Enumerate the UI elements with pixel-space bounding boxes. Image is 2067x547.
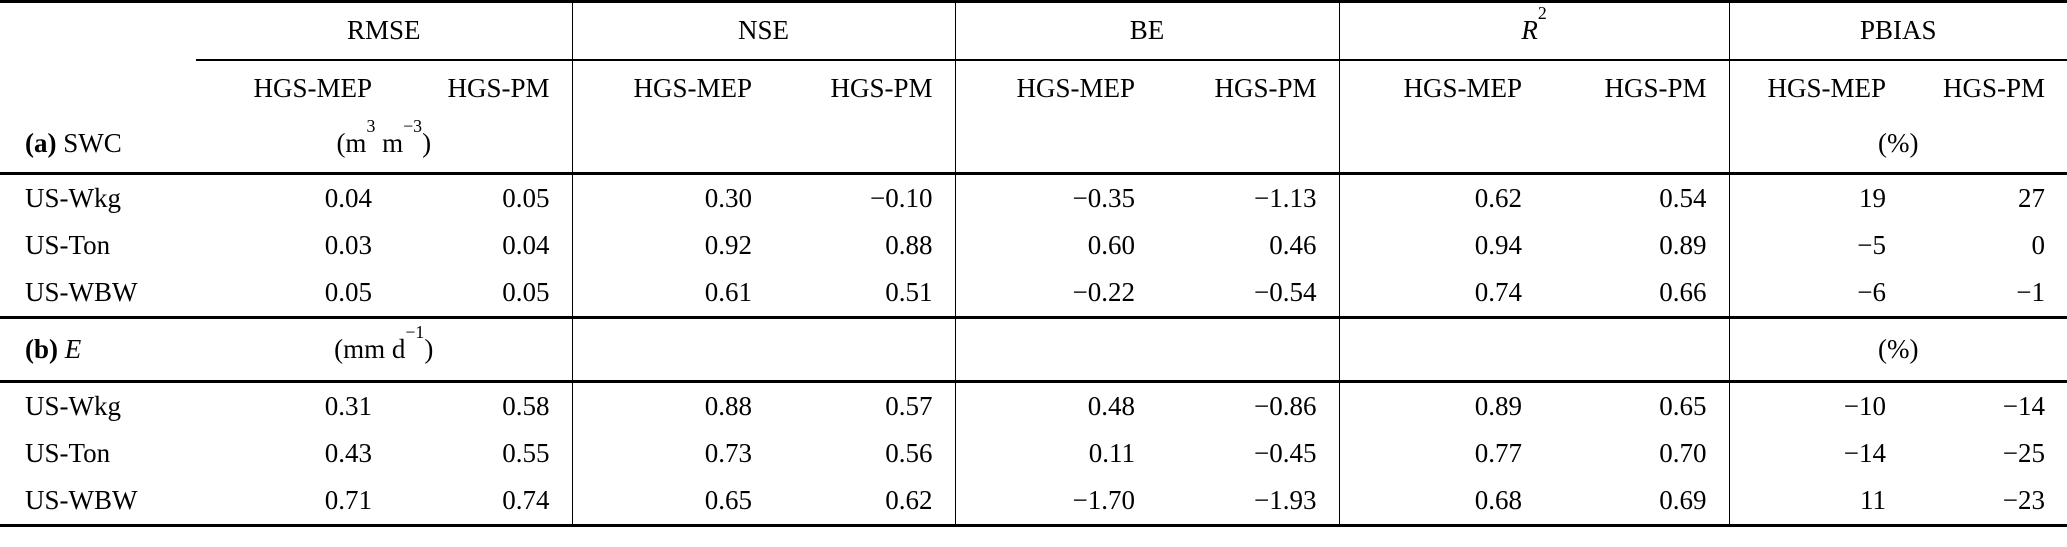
value-cell: 0.11 xyxy=(1088,438,1136,468)
value-cell: 0.43 xyxy=(324,438,372,468)
value-cell: 0.62 xyxy=(764,477,956,526)
subheader-r2-mep: HGS-MEP xyxy=(1403,72,1523,103)
value-cell: −1.70 xyxy=(1072,485,1136,516)
section-b-pbias-unit: (%) xyxy=(1729,316,2067,382)
value-cell: 0.66 xyxy=(1534,269,1730,318)
value-cell: 0.58 xyxy=(384,380,573,430)
value-cell: 0.69 xyxy=(1534,477,1730,526)
value-cell: −0.86 xyxy=(1147,380,1340,430)
value-cell: 0.60 xyxy=(1087,230,1136,260)
site-label: US-Ton xyxy=(25,230,111,260)
metric-header-rmse: RMSE xyxy=(196,1,573,61)
site-label: US-Ton xyxy=(25,438,111,468)
value-cell: 0.89 xyxy=(1534,221,1730,270)
value-cell: 0.51 xyxy=(764,269,956,318)
value-cell: −14 xyxy=(1898,380,2067,430)
value-cell: 19 xyxy=(1729,172,1899,222)
value-cell: −10 xyxy=(1729,380,1899,430)
subheader-pbias-pm: HGS-PM xyxy=(1943,72,2046,103)
value-cell: 0.30 xyxy=(572,172,764,222)
value-cell: 0.05 xyxy=(324,277,372,308)
value-cell: −23 xyxy=(2002,485,2046,516)
value-cell: 0.71 xyxy=(324,485,372,516)
value-cell: 0.68 xyxy=(1474,485,1523,516)
value-cell: 0.92 xyxy=(704,230,752,260)
section-a-unit-row: (a) SWC (m3 m−3) (%) xyxy=(0,115,2067,174)
value-cell: 0.61 xyxy=(704,277,752,308)
value-cell: 0.65 xyxy=(1534,380,1730,430)
value-cell: 0.04 xyxy=(384,221,573,270)
table-row: US-Wkg 0.31 0.58 0.88 0.57 0.48 −0.86 0.… xyxy=(0,380,2067,430)
subheader-nse-pm: HGS-PM xyxy=(764,59,956,116)
value-cell: 11 xyxy=(1860,485,1887,516)
value-cell: 0.05 xyxy=(384,269,573,318)
section-b-rmse-unit: (mm d−1) xyxy=(196,316,573,382)
value-cell: 0.62 xyxy=(1339,172,1535,222)
table-row: US-WBW 0.05 0.05 0.61 0.51 −0.22 −0.54 0… xyxy=(0,269,2067,318)
value-cell: 0.77 xyxy=(1474,438,1523,468)
table-row: US-Ton 0.43 0.55 0.73 0.56 0.11 −0.45 0.… xyxy=(0,429,2067,478)
subheader-r2-pm: HGS-PM xyxy=(1534,59,1730,116)
value-cell: −14 xyxy=(1843,438,1887,468)
value-cell: 0.57 xyxy=(764,380,956,430)
value-cell: −5 xyxy=(1857,230,1887,260)
value-cell: −6 xyxy=(1857,277,1887,308)
metric-header-r2: R2 xyxy=(1339,1,1730,61)
value-cell: 0.88 xyxy=(764,221,956,270)
section-a-label: (a) SWC xyxy=(25,128,122,159)
value-cell: 0.65 xyxy=(704,485,752,516)
metrics-table: RMSE NSE BE R2 PBIAS HGS-MEP HGS-PM HGS-… xyxy=(0,0,2067,527)
subheader-nse-mep: HGS-MEP xyxy=(633,72,752,103)
value-cell: −1 xyxy=(2016,277,2046,308)
site-label: US-Wkg xyxy=(0,172,196,222)
subheader-be-pm: HGS-PM xyxy=(1147,59,1340,116)
subheader-rmse-pm: HGS-PM xyxy=(384,59,573,116)
section-b-label: (b) E xyxy=(0,316,196,382)
value-cell: 0.05 xyxy=(384,172,573,222)
value-cell: 27 xyxy=(1898,172,2067,222)
value-cell: 0.74 xyxy=(384,477,573,526)
value-cell: −0.22 xyxy=(1072,277,1136,308)
value-cell: 0.48 xyxy=(955,380,1148,430)
value-cell: 0.89 xyxy=(1339,380,1535,430)
model-subheader-row: HGS-MEP HGS-PM HGS-MEP HGS-PM HGS-MEP HG… xyxy=(0,59,2067,116)
subheader-pbias-mep: HGS-MEP xyxy=(1767,72,1887,103)
table-row: US-Wkg 0.04 0.05 0.30 −0.10 −0.35 −1.13 … xyxy=(0,172,2067,222)
metric-header-pbias: PBIAS xyxy=(1729,1,2067,61)
corner-cell xyxy=(0,2,196,60)
section-b-unit-row: (b) E (mm d−1) (%) xyxy=(0,316,2067,382)
subheader-rmse-mep: HGS-MEP xyxy=(253,72,372,103)
metric-header-be: BE xyxy=(955,1,1340,61)
value-cell: −1.13 xyxy=(1147,172,1340,222)
value-cell: 0.04 xyxy=(196,172,384,222)
metric-header-nse: NSE xyxy=(572,1,956,61)
value-cell: 0.88 xyxy=(572,380,764,430)
value-cell: 0.54 xyxy=(1534,172,1730,222)
value-cell: 0 xyxy=(2031,230,2046,260)
value-cell: 0.94 xyxy=(1474,230,1523,260)
value-cell: −0.35 xyxy=(955,172,1148,222)
value-cell: 0.03 xyxy=(324,230,372,260)
site-label: US-WBW xyxy=(25,277,138,308)
value-cell: 0.70 xyxy=(1534,429,1730,478)
value-cell: 0.46 xyxy=(1147,221,1340,270)
value-cell: 0.74 xyxy=(1474,277,1523,308)
value-cell: 0.73 xyxy=(704,438,752,468)
value-cell: 0.55 xyxy=(384,429,573,478)
value-cell: −1.93 xyxy=(1147,477,1340,526)
site-label: US-WBW xyxy=(25,485,138,516)
value-cell: −0.45 xyxy=(1147,429,1340,478)
subheader-be-mep: HGS-MEP xyxy=(1016,72,1136,103)
value-cell: −0.54 xyxy=(1147,269,1340,318)
value-cell: −25 xyxy=(2002,438,2046,468)
value-cell: 0.56 xyxy=(764,429,956,478)
value-cell: −0.10 xyxy=(764,172,956,222)
section-a-rmse-unit: (m3 m−3) xyxy=(196,115,573,174)
group-header-row: RMSE NSE BE R2 PBIAS xyxy=(0,1,2067,61)
value-cell: 0.31 xyxy=(196,380,384,430)
table-row: US-Ton 0.03 0.04 0.92 0.88 0.60 0.46 0.9… xyxy=(0,221,2067,270)
site-label: US-Wkg xyxy=(0,380,196,430)
section-a-pbias-unit: (%) xyxy=(1878,128,1919,159)
table-row: US-WBW 0.71 0.74 0.65 0.62 −1.70 −1.93 0… xyxy=(0,477,2067,526)
